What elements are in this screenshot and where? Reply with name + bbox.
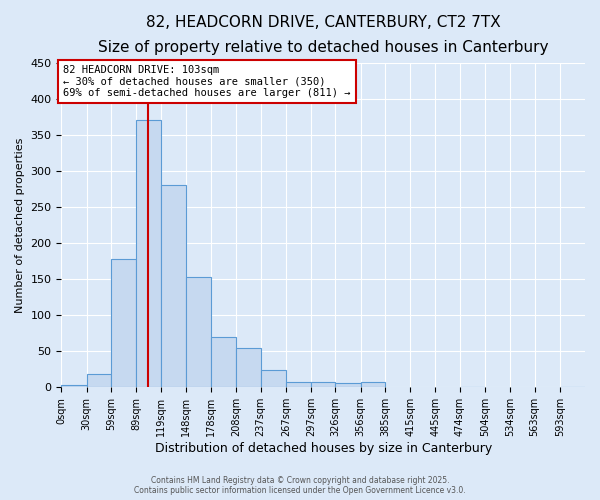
- Bar: [86, 374, 111, 388]
- Y-axis label: Number of detached properties: Number of detached properties: [15, 138, 25, 312]
- Bar: [460, 386, 485, 388]
- Bar: [236, 348, 260, 388]
- Bar: [311, 382, 335, 388]
- Bar: [136, 120, 161, 388]
- Bar: [335, 383, 361, 388]
- Bar: [286, 382, 311, 388]
- Bar: [361, 382, 385, 388]
- Bar: [186, 277, 211, 388]
- Bar: [260, 370, 286, 388]
- Bar: [211, 337, 236, 388]
- Text: 82 HEADCORN DRIVE: 103sqm
← 30% of detached houses are smaller (350)
69% of semi: 82 HEADCORN DRIVE: 103sqm ← 30% of detac…: [63, 65, 350, 98]
- Bar: [111, 259, 136, 388]
- X-axis label: Distribution of detached houses by size in Canterbury: Distribution of detached houses by size …: [155, 442, 492, 455]
- Text: Contains HM Land Registry data © Crown copyright and database right 2025.
Contai: Contains HM Land Registry data © Crown c…: [134, 476, 466, 495]
- Bar: [61, 385, 86, 388]
- Bar: [560, 386, 585, 388]
- Bar: [161, 186, 186, 388]
- Title: 82, HEADCORN DRIVE, CANTERBURY, CT2 7TX
Size of property relative to detached ho: 82, HEADCORN DRIVE, CANTERBURY, CT2 7TX …: [98, 15, 548, 54]
